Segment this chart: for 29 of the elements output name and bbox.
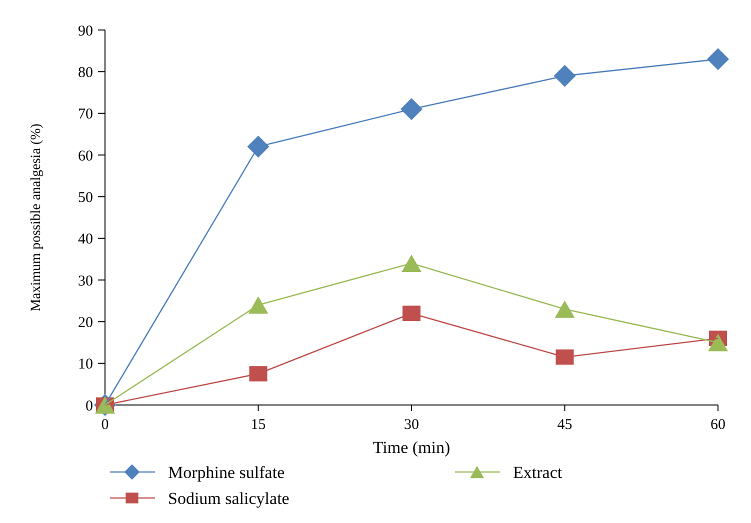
point [247,136,270,158]
y-tick-label: 80 [78,64,93,81]
point [402,306,420,321]
y-tick-label: 30 [78,273,93,290]
point [708,334,728,352]
x-tick-label: 60 [710,417,726,433]
point [707,48,729,70]
point [554,300,575,318]
x-tick-label: 15 [250,417,266,433]
y-tick-label: 70 [78,106,93,123]
y-tick-label: 50 [78,190,93,206]
y-axis-title: Maximum possible analgesia (%) [29,123,44,312]
legend-label: Morphine sulfate [168,462,285,482]
y-tick-label: 20 [78,314,93,331]
legend-label: Sodium salicylate [168,488,290,508]
y-tick-label: 60 [78,148,93,164]
x-tick-label: 0 [101,417,109,433]
point [554,64,576,87]
x-tick-label: 30 [404,417,419,433]
y-tick-label: 10 [78,356,93,373]
point [249,366,268,382]
x-tick-label: 45 [557,417,572,433]
point [400,98,422,120]
point [402,254,422,272]
legend-label: Extract [513,462,562,482]
y-tick-label: 90 [78,23,93,40]
x-axis-title: Time (min) [372,438,450,457]
y-tick-label: 0 [86,398,93,414]
y-tick-label: 40 [78,232,93,248]
